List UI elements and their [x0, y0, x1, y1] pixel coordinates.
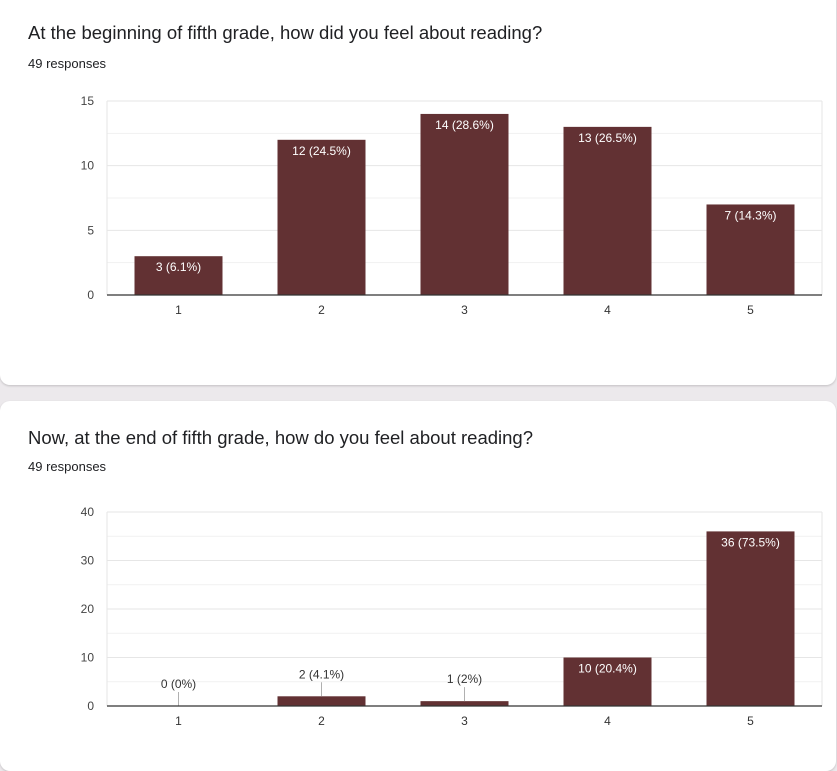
question-title: At the beginning of fifth grade, how did…	[28, 22, 543, 43]
bar	[277, 139, 366, 295]
bar-data-label: 12 (24.5%)	[292, 144, 351, 158]
y-tick-label: 10	[81, 159, 95, 173]
bar-data-label: 0 (0%)	[161, 677, 196, 691]
x-tick-label: 3	[461, 714, 468, 728]
question-title: Now, at the end of fifth grade, how do y…	[28, 427, 533, 448]
bar	[706, 531, 795, 706]
bar-data-label: 1 (2%)	[447, 672, 482, 686]
bar	[134, 256, 223, 295]
bar-chart-1: 0 5 10 15 3 (6.1%) 1 12 (24.5%) 2 14 (28.6%) 3 13 …	[81, 94, 823, 317]
x-tick-label: 2	[318, 303, 325, 317]
bar	[420, 701, 509, 706]
bar-data-label: 14 (28.6%)	[435, 118, 494, 132]
question-card-2: Now, at the end of fifth grade, how do y…	[0, 401, 836, 771]
x-tick-label: 3	[461, 303, 468, 317]
x-tick-label: 5	[747, 714, 754, 728]
bar	[706, 204, 795, 295]
y-tick-label: 0	[87, 699, 94, 713]
bar-data-label: 36 (73.5%)	[721, 535, 780, 549]
bar	[563, 126, 652, 295]
x-tick-label: 5	[747, 303, 754, 317]
bar	[420, 113, 509, 295]
y-tick-label: 20	[81, 602, 95, 616]
bar	[563, 657, 652, 706]
response-count: 49 responses	[28, 56, 107, 71]
response-count: 49 responses	[28, 459, 107, 474]
bar-data-label: 7 (14.3%)	[724, 208, 776, 222]
x-tick-label: 4	[604, 714, 611, 728]
y-tick-label: 5	[87, 223, 94, 237]
y-tick-label: 0	[87, 288, 94, 302]
y-tick-label: 30	[81, 554, 95, 568]
bar-data-label: 2 (4.1%)	[299, 667, 344, 681]
question-card-1: At the beginning of fifth grade, how did…	[0, 0, 836, 385]
y-tick-label: 40	[81, 505, 95, 519]
x-tick-label: 2	[318, 714, 325, 728]
bar-data-label: 3 (6.1%)	[156, 260, 201, 274]
y-tick-label: 15	[81, 94, 95, 108]
x-tick-label: 1	[175, 714, 182, 728]
bar-data-label: 10 (20.4%)	[578, 662, 637, 676]
bar	[277, 696, 366, 706]
x-tick-label: 4	[604, 303, 611, 317]
bar-data-label: 13 (26.5%)	[578, 131, 637, 145]
y-tick-label: 10	[81, 651, 95, 665]
x-tick-label: 1	[175, 303, 182, 317]
